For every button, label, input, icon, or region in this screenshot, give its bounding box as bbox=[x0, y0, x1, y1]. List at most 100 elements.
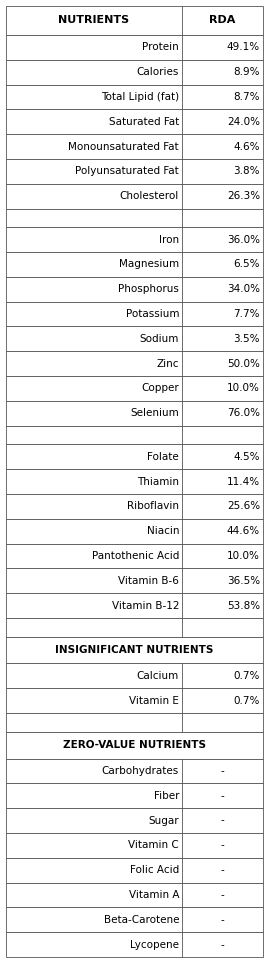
Text: Riboflavin: Riboflavin bbox=[127, 502, 179, 511]
Text: -: - bbox=[221, 766, 224, 776]
Text: Cholesterol: Cholesterol bbox=[120, 191, 179, 201]
Bar bbox=[6, 352, 263, 376]
Text: Vitamin B-6: Vitamin B-6 bbox=[118, 576, 179, 586]
Bar bbox=[6, 35, 263, 60]
Text: 24.0%: 24.0% bbox=[227, 117, 260, 127]
Text: Copper: Copper bbox=[141, 383, 179, 393]
Text: 34.0%: 34.0% bbox=[227, 284, 260, 294]
Text: 26.3%: 26.3% bbox=[227, 191, 260, 201]
Text: Thiamin: Thiamin bbox=[137, 477, 179, 486]
Bar bbox=[6, 618, 263, 636]
Text: -: - bbox=[221, 940, 224, 949]
Text: NUTRIENTS: NUTRIENTS bbox=[58, 15, 130, 26]
Bar bbox=[6, 426, 263, 444]
Text: Sodium: Sodium bbox=[140, 333, 179, 344]
Bar bbox=[6, 808, 263, 833]
Text: Saturated Fat: Saturated Fat bbox=[109, 117, 179, 127]
Text: 25.6%: 25.6% bbox=[227, 502, 260, 511]
Text: Phosphorus: Phosphorus bbox=[118, 284, 179, 294]
Text: Carbohydrates: Carbohydrates bbox=[102, 766, 179, 776]
Bar bbox=[6, 688, 263, 713]
Bar bbox=[6, 907, 263, 932]
Text: Beta-Carotene: Beta-Carotene bbox=[104, 915, 179, 924]
Bar bbox=[6, 110, 263, 135]
Bar bbox=[6, 6, 263, 35]
Text: Folate: Folate bbox=[147, 452, 179, 461]
Text: -: - bbox=[221, 791, 224, 801]
Text: 49.1%: 49.1% bbox=[227, 42, 260, 52]
Text: -: - bbox=[221, 816, 224, 825]
Text: Iron: Iron bbox=[159, 234, 179, 245]
Text: 0.7%: 0.7% bbox=[233, 671, 260, 680]
Text: 50.0%: 50.0% bbox=[227, 358, 260, 369]
Text: Magnesium: Magnesium bbox=[119, 259, 179, 269]
Text: 8.7%: 8.7% bbox=[233, 92, 260, 102]
Bar bbox=[6, 544, 263, 568]
Text: -: - bbox=[221, 915, 224, 924]
Text: Potassium: Potassium bbox=[126, 309, 179, 319]
Bar bbox=[6, 376, 263, 401]
Text: 10.0%: 10.0% bbox=[227, 551, 260, 561]
Text: 6.5%: 6.5% bbox=[233, 259, 260, 269]
Bar bbox=[6, 758, 263, 783]
Text: Monounsaturated Fat: Monounsaturated Fat bbox=[68, 141, 179, 152]
Bar bbox=[6, 85, 263, 110]
Text: Vitamin A: Vitamin A bbox=[129, 890, 179, 900]
Text: Protein: Protein bbox=[142, 42, 179, 52]
Bar bbox=[6, 593, 263, 618]
Bar bbox=[6, 568, 263, 593]
Text: Vitamin B-12: Vitamin B-12 bbox=[112, 601, 179, 610]
Text: 8.9%: 8.9% bbox=[233, 67, 260, 77]
Bar bbox=[6, 401, 263, 426]
Text: Sugar: Sugar bbox=[148, 816, 179, 825]
Bar bbox=[6, 519, 263, 544]
Bar bbox=[6, 184, 263, 209]
Bar bbox=[6, 302, 263, 327]
Bar bbox=[6, 277, 263, 302]
Text: RDA: RDA bbox=[209, 15, 236, 26]
Text: Lycopene: Lycopene bbox=[130, 940, 179, 949]
Bar bbox=[6, 444, 263, 469]
Text: -: - bbox=[221, 865, 224, 875]
Text: INSIGNIFICANT NUTRIENTS: INSIGNIFICANT NUTRIENTS bbox=[55, 645, 214, 655]
Text: 76.0%: 76.0% bbox=[227, 408, 260, 418]
Text: 11.4%: 11.4% bbox=[227, 477, 260, 486]
Text: 44.6%: 44.6% bbox=[227, 526, 260, 536]
Text: 3.5%: 3.5% bbox=[233, 333, 260, 344]
Text: 0.7%: 0.7% bbox=[233, 696, 260, 705]
Text: 3.8%: 3.8% bbox=[233, 166, 260, 177]
Bar bbox=[6, 833, 263, 858]
Text: -: - bbox=[221, 840, 224, 850]
Bar bbox=[6, 713, 263, 731]
Text: Fiber: Fiber bbox=[154, 791, 179, 801]
Text: Vitamin C: Vitamin C bbox=[128, 840, 179, 850]
Bar bbox=[6, 159, 263, 184]
Text: Polyunsaturated Fat: Polyunsaturated Fat bbox=[75, 166, 179, 177]
Bar bbox=[6, 783, 263, 808]
Bar bbox=[6, 135, 263, 159]
Bar bbox=[6, 209, 263, 227]
Bar bbox=[6, 227, 263, 252]
Text: Selenium: Selenium bbox=[130, 408, 179, 418]
Text: ZERO-VALUE NUTRIENTS: ZERO-VALUE NUTRIENTS bbox=[63, 740, 206, 751]
Text: Folic Acid: Folic Acid bbox=[130, 865, 179, 875]
Text: 4.5%: 4.5% bbox=[233, 452, 260, 461]
Text: 53.8%: 53.8% bbox=[227, 601, 260, 610]
Bar bbox=[6, 858, 263, 882]
Text: Calcium: Calcium bbox=[137, 671, 179, 680]
Bar bbox=[6, 60, 263, 85]
Bar bbox=[6, 731, 263, 758]
Bar bbox=[6, 882, 263, 907]
Text: 36.5%: 36.5% bbox=[227, 576, 260, 586]
Text: Niacin: Niacin bbox=[147, 526, 179, 536]
Bar bbox=[6, 327, 263, 352]
Bar bbox=[6, 636, 263, 663]
Text: 7.7%: 7.7% bbox=[233, 309, 260, 319]
Bar bbox=[6, 252, 263, 277]
Text: Vitamin E: Vitamin E bbox=[129, 696, 179, 705]
Bar bbox=[6, 663, 263, 688]
Text: 36.0%: 36.0% bbox=[227, 234, 260, 245]
Text: 10.0%: 10.0% bbox=[227, 383, 260, 393]
Text: Pantothenic Acid: Pantothenic Acid bbox=[92, 551, 179, 561]
Bar bbox=[6, 494, 263, 519]
